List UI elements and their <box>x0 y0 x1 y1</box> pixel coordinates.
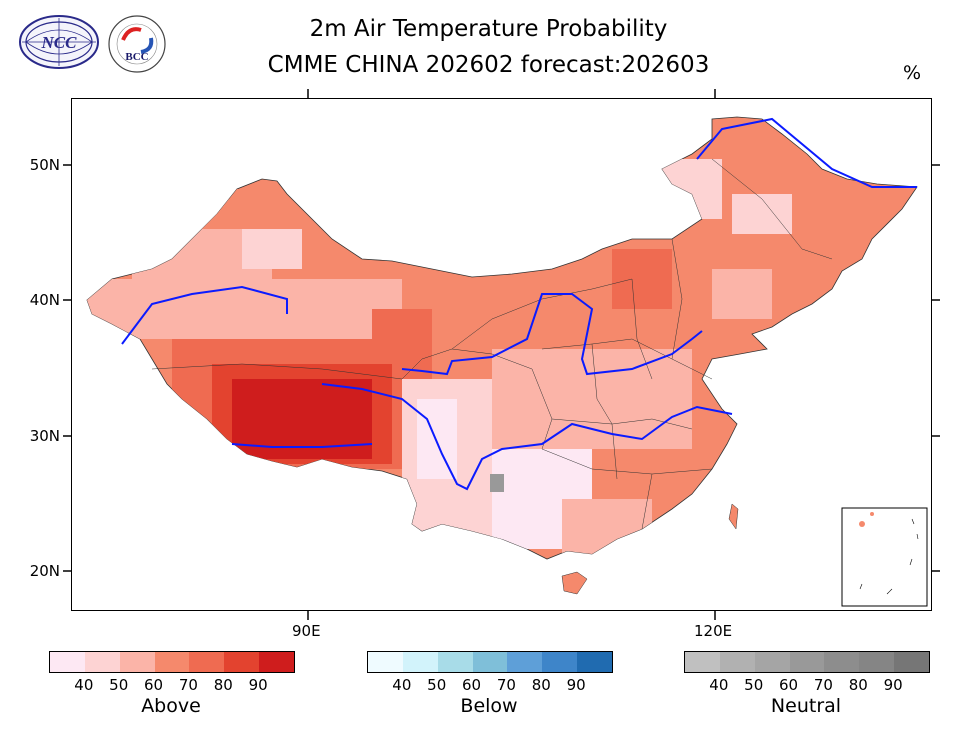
neutral-colorbar <box>684 651 930 673</box>
above-tick-label: 60 <box>144 676 164 694</box>
lon-label-120e: 120E <box>694 622 733 640</box>
below-color-swatch <box>472 652 508 672</box>
below-color-swatch <box>577 652 612 672</box>
china-probability-map <box>86 116 928 607</box>
neutral-tick-label: 60 <box>779 676 799 694</box>
above-color-swatch <box>259 652 294 672</box>
inset-islands <box>859 512 874 527</box>
below-color-swatch <box>402 652 438 672</box>
neutral-color-swatch <box>859 652 895 672</box>
rivers <box>121 117 917 491</box>
map-subtitle: CMME CHINA 202602 forecast:202603 <box>267 52 710 78</box>
svg-text:NCC: NCC <box>41 33 78 52</box>
lat-label-30n: 30N <box>29 427 60 445</box>
neutral-color-swatch <box>719 652 755 672</box>
neutral-tick-label: 40 <box>709 676 729 694</box>
lon-label-90e: 90E <box>292 622 321 640</box>
below-tick-label: 50 <box>427 676 447 694</box>
above-color-swatch <box>224 652 260 672</box>
below-colorbar <box>367 651 613 673</box>
yangtze-river <box>321 383 733 491</box>
above-color-swatch <box>154 652 190 672</box>
above-tick-label: 40 <box>74 676 94 694</box>
neutral-color-swatch <box>789 652 825 672</box>
inset-dashes <box>859 518 919 595</box>
amur-river <box>696 117 917 188</box>
neutral-color-swatch <box>685 652 720 672</box>
svg-text:BCC: BCC <box>125 51 148 63</box>
unit-label: % <box>903 62 922 84</box>
neutral-color-swatch <box>754 652 790 672</box>
above-color-swatch <box>84 652 120 672</box>
above-color-swatch <box>119 652 155 672</box>
above-legend-title: Above <box>141 695 201 717</box>
below-tick-label: 60 <box>462 676 482 694</box>
above-color-swatch <box>50 652 85 672</box>
lat-label-50n: 50N <box>29 156 60 174</box>
ncc-logo: NCC <box>19 15 99 69</box>
above-tick-label: 80 <box>213 676 233 694</box>
below-color-swatch <box>437 652 473 672</box>
above-colorbar <box>49 651 295 673</box>
below-tick-label: 80 <box>531 676 551 694</box>
south-china-sea-inset <box>841 507 928 607</box>
above-color-swatch <box>189 652 225 672</box>
below-color-swatch <box>542 652 578 672</box>
neutral-tick-label: 70 <box>813 676 833 694</box>
taiwan <box>728 503 739 530</box>
lat-label-20n: 20N <box>29 562 60 580</box>
above-tick-label: 50 <box>109 676 129 694</box>
neutral-color-swatch <box>824 652 860 672</box>
hainan <box>561 571 588 595</box>
province-boundaries <box>151 158 833 530</box>
tarim-river <box>121 285 288 345</box>
below-legend-title: Below <box>460 695 518 717</box>
below-tick-label: 40 <box>392 676 412 694</box>
below-tick-label: 70 <box>496 676 516 694</box>
neutral-tick-label: 80 <box>848 676 868 694</box>
neutral-legend-title: Neutral <box>770 695 842 717</box>
below-color-swatch <box>368 652 403 672</box>
map-frame <box>71 98 932 611</box>
below-color-swatch <box>507 652 543 672</box>
neutral-tick-label: 50 <box>744 676 764 694</box>
lat-label-40n: 40N <box>29 291 60 309</box>
bcc-logo: BCC <box>108 15 166 73</box>
below-tick-label: 90 <box>566 676 586 694</box>
map-title: 2m Air Temperature Probability <box>309 16 668 42</box>
neutral-tick-label: 90 <box>883 676 903 694</box>
neutral-color-swatch <box>894 652 929 672</box>
above-tick-label: 90 <box>248 676 268 694</box>
above-tick-label: 70 <box>178 676 198 694</box>
yellow-river <box>401 293 703 376</box>
brahmaputra-river <box>231 443 373 448</box>
